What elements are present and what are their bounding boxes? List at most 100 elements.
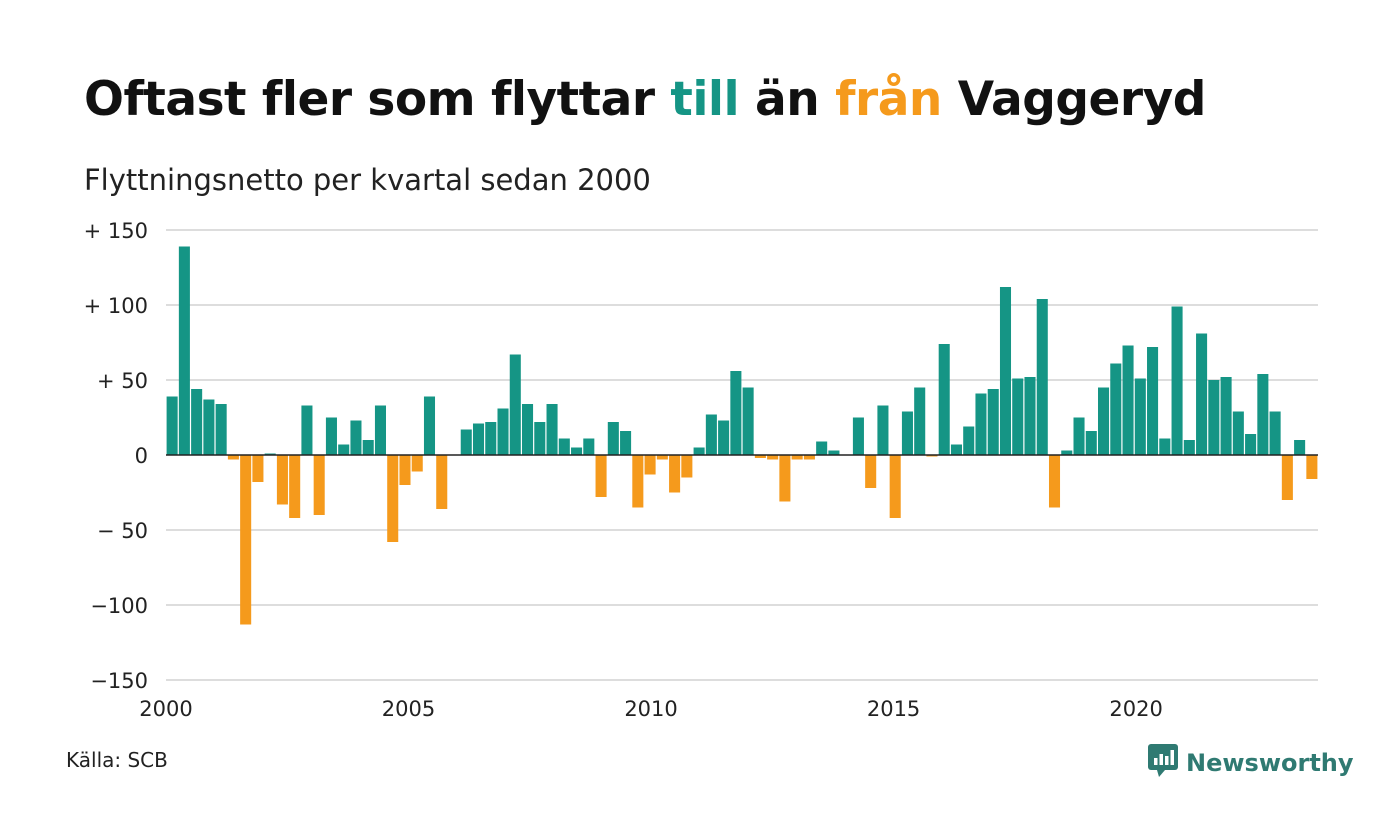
x-tick-label: 2010 — [624, 697, 677, 721]
x-tick-label: 2015 — [867, 697, 920, 721]
bar — [865, 455, 877, 488]
bar — [632, 455, 644, 508]
bar — [950, 444, 962, 455]
bar — [1061, 450, 1073, 455]
bar — [1122, 345, 1134, 455]
bar — [644, 455, 656, 475]
bar — [203, 399, 215, 455]
bar — [411, 455, 423, 472]
bar — [816, 441, 828, 455]
bar — [987, 389, 999, 455]
bar — [1196, 333, 1208, 455]
bar — [1024, 377, 1036, 455]
y-axis-tick-labels: + 150 + 100 + 50 0 − 50 −100 −150 — [84, 219, 148, 693]
bar — [730, 371, 742, 455]
bar — [779, 455, 791, 502]
bar — [472, 423, 485, 455]
bar — [1085, 431, 1097, 455]
y-tick-label: + 50 — [97, 369, 148, 393]
bar — [1098, 387, 1110, 455]
bar — [325, 417, 337, 455]
title-part-3: Vaggeryd — [941, 72, 1207, 127]
bar — [1220, 377, 1232, 455]
x-axis-tick-labels: 2000 2005 2010 2015 2020 — [139, 697, 1163, 721]
bar — [571, 447, 583, 455]
bar — [803, 455, 815, 460]
bar — [166, 396, 178, 455]
y-tick-label: + 100 — [84, 294, 148, 318]
x-tick-label: 2005 — [382, 697, 435, 721]
bar — [252, 455, 264, 482]
bar — [791, 455, 803, 460]
y-tick-label: 0 — [135, 444, 148, 468]
bar — [1183, 440, 1195, 455]
y-tick-label: − 50 — [97, 519, 148, 543]
bar — [901, 411, 913, 455]
bar — [1036, 299, 1048, 455]
title-part-2: än — [739, 72, 836, 127]
bar — [387, 455, 399, 542]
bar — [914, 387, 926, 455]
bar — [620, 431, 632, 455]
bar — [301, 405, 313, 455]
bar — [215, 404, 227, 455]
y-tick-label: −150 — [90, 669, 148, 693]
bar — [595, 455, 607, 497]
bar — [583, 438, 595, 455]
bar — [399, 455, 411, 485]
bar — [963, 426, 975, 455]
bar — [338, 444, 350, 455]
bar — [1257, 374, 1269, 455]
bar — [558, 438, 570, 455]
brand-name: Newsworthy — [1186, 749, 1354, 777]
y-tick-label: −100 — [90, 594, 148, 618]
bar — [607, 422, 619, 455]
bar — [460, 429, 472, 455]
bar — [1232, 411, 1244, 455]
bar — [877, 405, 889, 455]
bar — [227, 455, 239, 460]
bar — [509, 354, 521, 455]
bars — [166, 246, 1318, 625]
bar — [754, 455, 766, 458]
source-label: Källa: SCB — [66, 748, 168, 772]
bar — [485, 422, 497, 455]
bar — [178, 246, 190, 455]
bar — [656, 455, 668, 460]
bar — [1147, 347, 1159, 455]
chart-subtitle: Flyttningsnetto per kvartal sedan 2000 — [84, 163, 651, 197]
bar — [681, 455, 693, 478]
bar — [852, 417, 864, 455]
bar — [742, 387, 754, 455]
bar — [1306, 455, 1318, 479]
title-positive-word: till — [670, 72, 740, 127]
bar — [1171, 306, 1183, 455]
bar — [975, 393, 987, 455]
bar — [289, 455, 301, 518]
bar — [374, 405, 386, 455]
bar — [705, 414, 717, 455]
x-tick-label: 2000 — [139, 697, 192, 721]
title-part-1: Oftast fler som flyttar — [84, 72, 671, 127]
bar — [313, 455, 325, 515]
bar — [828, 450, 840, 455]
x-tick-label: 2020 — [1109, 697, 1162, 721]
bar — [1159, 438, 1171, 455]
bar — [240, 455, 252, 625]
bar — [350, 420, 362, 455]
bar — [999, 287, 1012, 455]
grid-lines — [166, 229, 1318, 681]
bar — [1208, 380, 1220, 455]
bar — [191, 389, 203, 455]
bar — [1012, 378, 1024, 455]
brand-logo: Newsworthy — [1148, 744, 1354, 782]
bar — [1110, 363, 1122, 455]
bar — [534, 422, 546, 455]
bar — [1269, 411, 1281, 455]
bar — [436, 455, 448, 509]
y-tick-label: + 150 — [84, 219, 148, 243]
bar — [718, 420, 730, 455]
bar — [938, 344, 950, 455]
chat-bubble-bar-chart-icon — [1148, 744, 1178, 782]
